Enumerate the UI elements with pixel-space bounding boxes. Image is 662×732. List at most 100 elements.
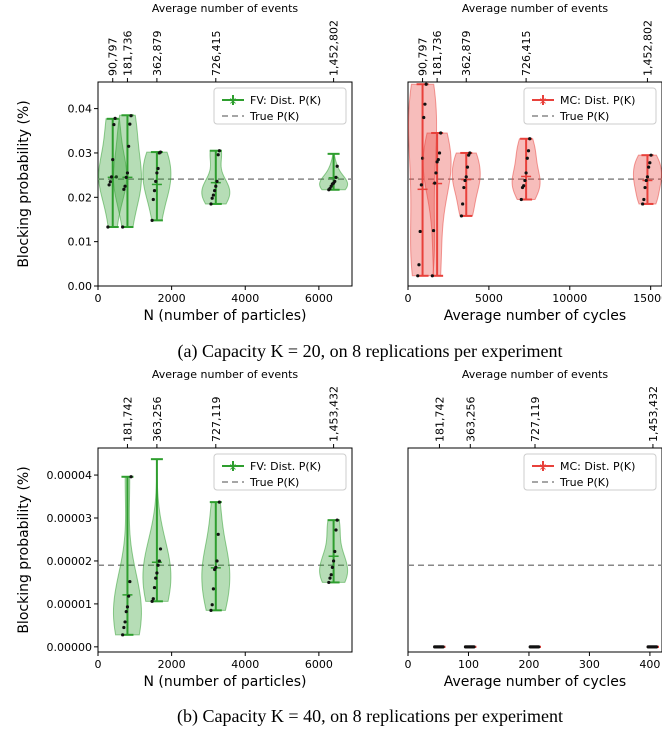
replication-point	[524, 171, 528, 175]
y-axis-label: Blocking probability (%)	[16, 466, 32, 633]
replication-point	[519, 197, 523, 202]
replication-point	[648, 161, 652, 165]
replication-point	[156, 166, 160, 171]
x-tick-label: 6000	[305, 292, 333, 305]
y-tick-label: 0.00004	[47, 469, 93, 482]
legend-series-label: FV: Dist. P(K)	[250, 460, 321, 473]
replication-point	[459, 214, 464, 218]
x-tick-label: 10000	[552, 292, 587, 305]
top-tick-label: 727,119	[210, 397, 223, 443]
chart-panel-2: Average number of events 181,742 363,256 72…	[16, 368, 353, 690]
x-tick-label: 0	[405, 292, 412, 305]
replication-point	[129, 114, 133, 118]
y-tick-label: 0.00001	[47, 598, 93, 611]
legend-series-marker: ×	[229, 462, 237, 473]
replication-point	[217, 500, 221, 504]
top-tick-label: 362,879	[151, 31, 164, 77]
replication-point	[108, 180, 112, 184]
replication-point	[649, 153, 653, 157]
replication-point	[422, 115, 426, 120]
legend-reference-label: True P(K)	[559, 110, 609, 123]
replication-point	[150, 218, 154, 222]
replication-point	[418, 229, 422, 234]
replication-point	[334, 175, 338, 179]
violin-3	[646, 645, 659, 649]
replication-point	[423, 102, 427, 106]
replication-point	[335, 518, 339, 522]
replication-point	[158, 150, 163, 154]
replication-point	[114, 175, 118, 179]
replication-point	[106, 225, 110, 229]
replication-point	[217, 149, 221, 153]
legend-box	[213, 87, 347, 125]
chart-panel-3: Average number of events 181,742 363,256 72…	[405, 368, 662, 690]
violin-2	[451, 151, 481, 218]
x-tick-label: 0	[95, 658, 102, 671]
replication-point	[125, 605, 130, 609]
legend: × FV: Dist. P(K) True P(K)	[213, 453, 347, 491]
replication-point	[150, 599, 154, 603]
replication-point	[330, 565, 334, 569]
violin-1	[463, 645, 477, 649]
replication-point	[643, 185, 647, 190]
replication-point	[128, 579, 132, 584]
top-axis-title: Average number of events	[462, 368, 609, 381]
violin-0	[98, 116, 128, 229]
replication-point	[416, 274, 420, 278]
replication-point	[525, 156, 529, 160]
replication-point	[522, 184, 526, 188]
replication-point	[523, 178, 527, 183]
top-tick-label: 181,736	[121, 31, 134, 77]
replication-point	[472, 645, 476, 649]
replication-point	[434, 171, 438, 175]
legend-box	[523, 453, 657, 491]
replication-point	[430, 274, 434, 278]
replication-point	[155, 571, 159, 575]
top-tick-label: 1,453,432	[328, 386, 341, 442]
replication-point	[107, 183, 111, 187]
replication-point	[124, 175, 128, 179]
replication-point	[464, 175, 468, 179]
replication-point	[216, 532, 220, 536]
legend-reference-label: True P(K)	[249, 476, 299, 489]
replication-point	[333, 549, 337, 554]
replication-point	[214, 184, 218, 188]
replication-point	[152, 189, 157, 193]
plot-area	[98, 114, 352, 229]
replication-point	[417, 263, 421, 267]
legend-box	[523, 87, 657, 125]
replication-point	[433, 181, 437, 185]
y-tick-label: 0.00	[68, 280, 93, 293]
x-axis-label: N (number of particles)	[144, 674, 307, 690]
axes-frame	[407, 447, 662, 653]
replication-point	[128, 122, 132, 126]
axes-frame	[97, 447, 353, 653]
legend-series-marker: ×	[229, 96, 237, 107]
legend-series-marker: ×	[539, 96, 547, 107]
violin-0	[408, 82, 438, 278]
x-tick-label: 15000	[633, 292, 662, 305]
y-tick-label: 0.00003	[47, 512, 93, 525]
replication-point	[334, 528, 338, 532]
violin-3	[511, 137, 541, 202]
replication-point	[209, 608, 213, 612]
top-tick-label: 363,256	[151, 397, 164, 443]
replication-point	[123, 620, 127, 624]
plot-area	[98, 458, 352, 637]
x-axis-label: N (number of particles)	[144, 308, 307, 324]
x-tick-label: 400	[639, 658, 660, 671]
replication-point	[331, 559, 336, 563]
top-tick-label: 726,415	[520, 31, 533, 77]
y-tick-label: 0.01	[68, 236, 93, 249]
replication-point	[215, 559, 219, 563]
violin-0	[112, 475, 142, 637]
y-axis-label: Blocking probability (%)	[16, 100, 32, 267]
top-tick-label: 362,879	[460, 31, 473, 77]
replication-point	[463, 178, 467, 183]
caption-b: (b) Capacity K = 40, on 8 replications p…	[177, 706, 563, 727]
plot-area	[408, 564, 662, 649]
x-tick-label: 4000	[231, 292, 259, 305]
replication-point	[211, 587, 215, 591]
replication-point	[154, 179, 158, 183]
replication-point	[641, 202, 645, 206]
